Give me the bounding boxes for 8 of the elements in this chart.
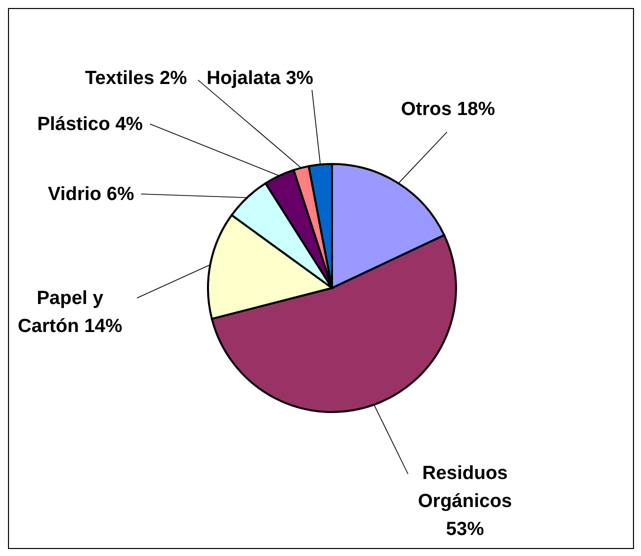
slice-label: Vidrio 6%	[48, 184, 134, 205]
slice-label: Hojalata 3%	[206, 68, 314, 89]
slice-label: Papel y Cartón 14%	[18, 288, 122, 337]
slice-label: Textiles 2%	[84, 68, 188, 89]
slice-label: Residuos Orgánicos	[418, 463, 512, 512]
slice-label: Plástico 4%	[37, 114, 143, 135]
data-label: 53%	[446, 519, 484, 540]
slice-label: Otros 18%	[401, 99, 496, 120]
